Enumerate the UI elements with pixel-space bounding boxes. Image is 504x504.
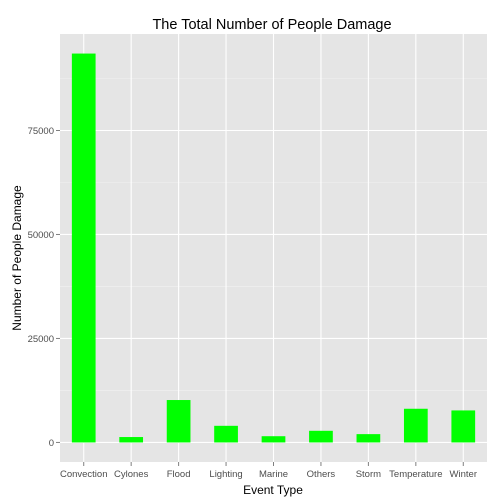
y-tick-label: 0 [49,438,54,449]
x-tick-label: Lighting [209,469,242,480]
chart-title: The Total Number of People Damage [152,17,391,33]
bar-winter [451,410,475,442]
y-tick-label: 25000 [28,334,54,345]
x-tick-label: Winter [450,469,477,480]
x-axis-title: Event Type [243,483,303,497]
y-axis-ticks: 0 25000 50000 75000 [28,126,60,449]
y-axis-title: Number of People Damage [10,185,24,331]
bar-temperature [404,409,428,443]
bar-lighting [214,426,238,443]
x-tick-label: Temperature [389,469,442,480]
x-tick-label: Others [307,469,336,480]
bar-flood [167,400,191,442]
x-tick-label: Flood [167,469,191,480]
bar-others [309,431,333,443]
y-tick-label: 50000 [28,230,54,241]
x-tick-label: Convection [60,469,108,480]
y-tick-label: 75000 [28,126,54,137]
bar-storm [357,434,381,442]
bar-marine [262,436,286,442]
x-axis-ticks: Convection Cylones Flood Lighting Marine Othe… [60,462,477,480]
bar-cylones [119,437,143,442]
x-tick-label: Cylones [114,469,149,480]
x-tick-label: Storm [356,469,381,480]
x-tick-label: Marine [259,469,288,480]
bar-convection [72,54,96,443]
